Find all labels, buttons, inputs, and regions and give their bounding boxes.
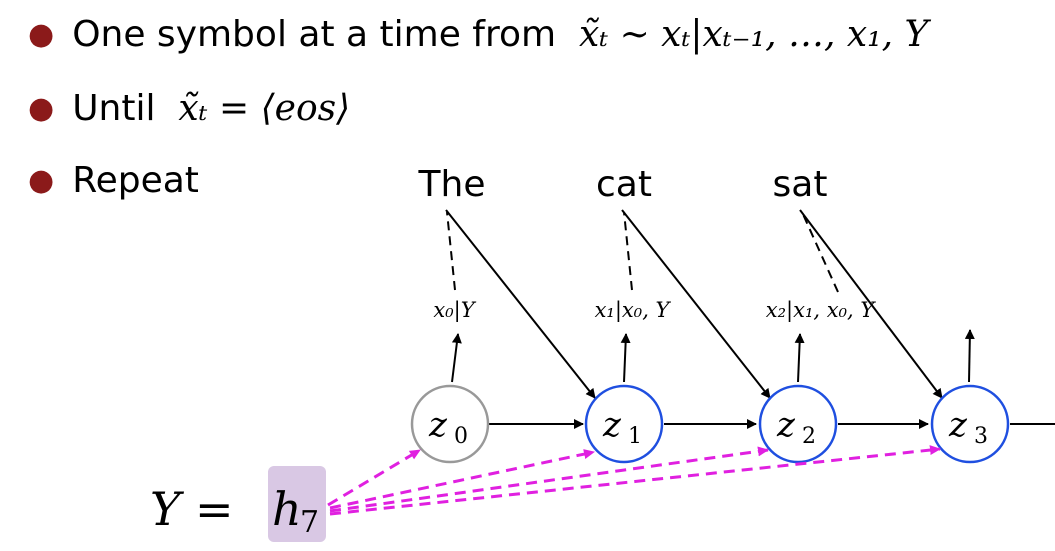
conditional-1: x₁|x₀, Y [595, 298, 672, 323]
node-sub: 0 [454, 424, 468, 449]
context-arrow-z0 [328, 450, 420, 505]
node-z2: z 2 [760, 386, 836, 462]
node-z1: z 1 [586, 386, 662, 462]
output-word-cat: cat [596, 164, 652, 205]
context-arrow-z2 [330, 450, 768, 511]
node-z3: z 3 [932, 386, 1008, 462]
node-sub: 1 [628, 424, 642, 449]
node-z0: z 0 [412, 386, 488, 462]
context-lhs: Y = [150, 482, 234, 536]
output-arrow-3 [969, 330, 970, 382]
conditional-2: x₂|x₁, x₀, Y [766, 298, 877, 323]
output-arrow-2 [798, 334, 800, 382]
node-label: z [428, 405, 448, 445]
output-word-sat: sat [773, 164, 828, 205]
conditional-0: x₀|Y [433, 298, 476, 323]
node-label: z [948, 405, 968, 445]
sample-dashed-1 [624, 212, 632, 290]
node-sub: 3 [974, 424, 988, 449]
output-arrow-0 [452, 334, 458, 382]
output-word-the: The [418, 164, 486, 205]
node-sub: 2 [802, 424, 816, 449]
context-h: h [272, 482, 302, 536]
sample-dashed-0 [447, 212, 455, 290]
context-h-sub: 7 [300, 505, 319, 540]
node-label: z [602, 405, 622, 445]
output-arrow-1 [624, 334, 626, 382]
node-label: z [776, 405, 796, 445]
